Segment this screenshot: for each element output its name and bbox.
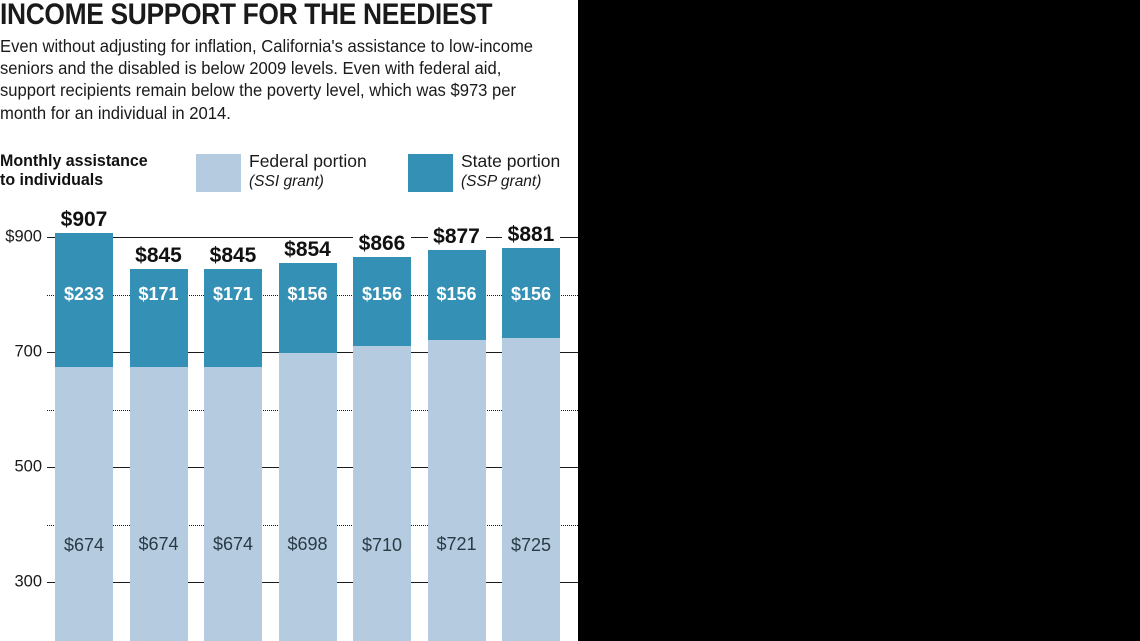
- axis-tick-mark: [485, 352, 502, 353]
- bar-group: $674 $171 $845: [127, 243, 190, 641]
- bar-group: $698 $156 $854: [276, 238, 339, 641]
- bar-segment-state: $156: [353, 256, 411, 347]
- bar-value-label-federal: $698: [287, 534, 328, 555]
- bar-value-label-state: $233: [63, 283, 105, 304]
- bar-segment-federal: $710: [353, 346, 411, 641]
- stacked-bar-chart: $900 700 500 300 $674 $233 $907 $674 $171 $845 $67…: [5, 207, 578, 641]
- bar-value-label-state: $156: [510, 283, 552, 304]
- bar-total-label: $907: [53, 207, 115, 232]
- bar-segment-federal: $698: [278, 353, 337, 641]
- bar-value-label-federal: $674: [63, 534, 105, 555]
- bar-segment-federal: $725: [502, 337, 560, 641]
- bar-group: $674 $233 $907: [53, 207, 115, 641]
- bar-segment-federal: $674: [55, 366, 113, 641]
- axis-tick-mark: [262, 352, 279, 353]
- y-axis-tick-label-700: 700: [14, 342, 42, 361]
- bar-segment-federal: $674: [129, 366, 188, 641]
- bar-segment-state: $156: [278, 263, 337, 354]
- bar-segment-state: $171: [204, 268, 262, 367]
- axis-tick-mark: [113, 467, 130, 468]
- infographic-panel: INCOME SUPPORT FOR THE NEEDIEST Even wit…: [0, 0, 578, 641]
- subhead-text: Even without adjusting for inflation, Ca…: [0, 36, 534, 123]
- bar-value-label-state: $156: [361, 283, 403, 304]
- bar-segment-state: $156: [427, 250, 486, 340]
- axis-tick-mark: [560, 352, 577, 353]
- y-axis-tick-label-900: $900: [5, 227, 42, 246]
- legend-label-state: State portion: [461, 151, 561, 171]
- axis-tick-mark: [262, 582, 279, 583]
- bar-group: $721 $156 $877: [425, 225, 488, 641]
- axis-tick-mark: [187, 467, 204, 468]
- legend-entry-state: State portion (SSP grant): [461, 150, 560, 191]
- bar-segment-state: $156: [502, 247, 560, 338]
- axis-tick-mark: [113, 352, 130, 353]
- bar-total-label: $845: [127, 243, 190, 268]
- bar-total-label: $877: [425, 225, 488, 250]
- bar-segment-federal: $721: [427, 339, 486, 641]
- bar-value-label-state: $171: [138, 283, 179, 304]
- legend-sublabel-federal: (SSI grant): [249, 173, 324, 190]
- axis-tick-mark: [113, 237, 130, 238]
- legend-entry-federal: Federal portion (SSI grant): [249, 150, 367, 191]
- axis-tick-mark: [560, 582, 577, 583]
- bar-value-label-state: $171: [212, 283, 254, 304]
- bar-segment-federal: $674: [204, 366, 262, 641]
- axis-tick-mark: [262, 467, 279, 468]
- bar-total-label: $866: [351, 231, 413, 256]
- axis-tick-mark: [336, 352, 353, 353]
- legend-title: Monthly assistance to individuals: [0, 152, 148, 190]
- bar-value-label-federal: $674: [138, 534, 179, 555]
- axis-tick-mark: [411, 352, 428, 353]
- bar-total-label: $854: [276, 238, 339, 263]
- axis-tick-mark: [411, 582, 428, 583]
- bar-total-label: $881: [500, 222, 562, 247]
- bar-segment-state: $171: [129, 268, 188, 367]
- axis-tick-mark: [262, 237, 279, 238]
- bar-value-label-federal: $721: [436, 534, 477, 555]
- axis-tick-mark: [336, 582, 353, 583]
- bar-value-label-federal: $710: [361, 534, 403, 555]
- y-axis-tick-label-500: 500: [14, 457, 42, 476]
- axis-tick-mark: [411, 237, 428, 238]
- axis-tick-mark: [485, 582, 502, 583]
- axis-tick-mark: [411, 467, 428, 468]
- bar-total-label: $845: [202, 243, 264, 268]
- gridline-900: [47, 237, 578, 238]
- page-title: INCOME SUPPORT FOR THE NEEDIEST: [0, 0, 493, 31]
- axis-tick-mark: [187, 582, 204, 583]
- legend-swatch-federal: [196, 154, 241, 192]
- axis-tick-mark: [113, 582, 130, 583]
- bar-value-label-federal: $725: [510, 534, 552, 555]
- bar-value-label-state: $156: [287, 283, 328, 304]
- axis-tick-mark: [336, 467, 353, 468]
- legend-title-line1: Monthly assistance: [0, 152, 148, 170]
- bar-group: $674 $171 $845: [202, 243, 264, 641]
- axis-tick-mark: [560, 467, 577, 468]
- legend-sublabel-state: (SSP grant): [461, 173, 542, 190]
- legend-title-line2: to individuals: [0, 171, 104, 189]
- legend-label-federal: Federal portion: [249, 151, 367, 171]
- bar-group: $725 $156 $881: [500, 222, 562, 641]
- bar-value-label-federal: $674: [212, 534, 254, 555]
- axis-tick-mark: [187, 237, 204, 238]
- axis-tick-mark: [187, 352, 204, 353]
- bar-value-label-state: $156: [436, 283, 477, 304]
- axis-tick-mark: [485, 467, 502, 468]
- axis-tick-mark: [560, 237, 577, 238]
- legend-swatch-state: [408, 154, 453, 192]
- axis-tick-mark: [336, 237, 353, 238]
- chart-legend: Monthly assistance to individuals Federa…: [0, 150, 578, 196]
- bar-group: $710 $156 $866: [351, 231, 413, 641]
- bar-segment-state: $233: [55, 232, 113, 367]
- axis-tick-mark: [485, 237, 502, 238]
- y-axis-tick-label-300: 300: [14, 572, 42, 591]
